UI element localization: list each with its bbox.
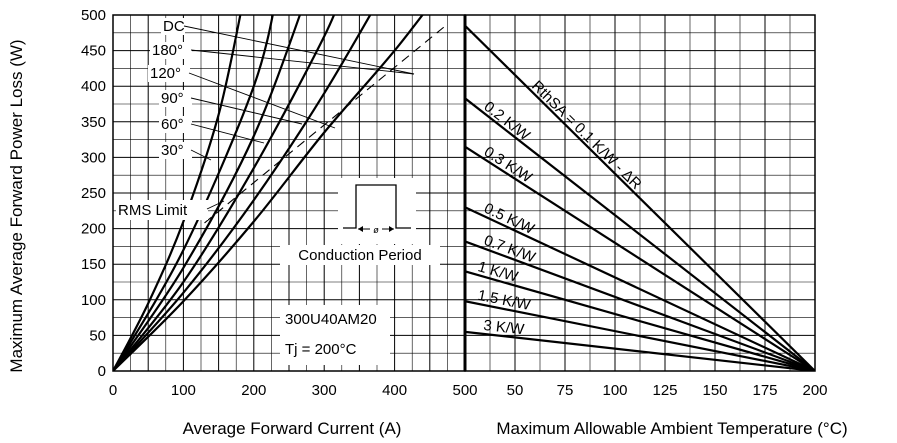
curve-label-5: 30° [161,142,184,159]
curve-label-bg [150,42,192,59]
y-tick-label: 250 [81,185,106,202]
y-tick-label: 300 [81,149,106,166]
right-x-tick-label: 100 [602,382,627,399]
curve-label-2: 120° [150,65,181,82]
curve-label-3: 90° [161,90,184,107]
left-x-tick-label: 400 [382,382,407,399]
right-x-tick-label: 175 [752,382,777,399]
right-x-axis-title: Maximum Allowable Ambient Temperature (°… [496,419,847,438]
junction-temperature: Tj = 200°C [285,341,357,358]
right-x-tick-label: 200 [802,382,827,399]
conduction-angle-symbol: ø [373,225,379,235]
line-0-3-k-w [465,145,815,371]
rms-label-leader [206,200,225,210]
conduction-period-label: Conduction Period [298,247,421,264]
line-label-rthsa-0-1-k-w-r: RthSA = 0.1 K/W - ΔR [528,78,645,194]
line-0-7-k-w [465,240,815,371]
curve-label-bg [159,142,192,159]
curve-180 [113,15,372,371]
y-tick-label: 200 [81,221,106,238]
curve-label-1: 180° [152,42,183,59]
curve-60 [113,15,274,371]
curve-90 [113,15,302,371]
left-x-axis-title: Average Forward Current (A) [183,419,402,438]
y-tick-label: 50 [89,327,106,344]
curve-label-bg [159,90,192,107]
y-tick-label: 150 [81,256,106,273]
curve-label-bg [161,18,185,35]
left-x-tick-label: 300 [312,382,337,399]
y-tick-label: 0 [98,363,106,380]
y-tick-label: 350 [81,114,106,131]
y-tick-label: 400 [81,78,106,95]
line-1-k-w [465,270,815,371]
y-tick-label: 500 [81,7,106,24]
right-x-tick-label: 75 [557,382,574,399]
line-1-5-k-w [465,300,815,371]
line-3-k-w [465,330,815,371]
y-axis-title: Maximum Average Forward Power Loss (W) [7,39,26,372]
tick-labels: 0 50 100 150 200 250 300 350 400 450 500 0 100 200 300… [81,7,828,399]
curve-label-0: DC [163,18,185,35]
line-0-2-k-w [465,97,815,371]
right-x-tick-label: 150 [702,382,727,399]
curve-label-leader [190,149,212,161]
left-x-tick-label: 0 [109,382,117,399]
curve-label-leader [183,25,415,75]
line-label-0-3-k-w: 0.3 K/W [481,143,536,187]
rms-limit-line [204,26,445,224]
phi-bg [370,223,382,235]
curve-label-bg [159,116,192,133]
left-x-tick-label: 500 [452,382,477,399]
curve-label-leader [190,123,265,144]
part-info-bg [280,305,390,365]
y-tick-label: 450 [81,43,106,60]
left-x-tick-label: 200 [241,382,266,399]
conduction-pulse-waveform [343,184,411,229]
right-grid [464,14,816,372]
rms-limit-label: RMS Limit [118,202,188,219]
curve-label-leader [188,72,336,129]
curve-dc [113,15,424,371]
right-x-tick-label: 50 [507,382,524,399]
curve-120 [113,15,336,371]
line-0-5-k-w [465,206,815,371]
line-label-3-k-w: 3 K/W [483,317,526,339]
y-tick-label: 100 [81,292,106,309]
right-x-tick-label: 125 [652,382,677,399]
left-x-tick-label: 100 [171,382,196,399]
rms-label-bg [116,200,208,220]
curve-label-leader [190,97,303,125]
inset-label-bg [280,245,440,265]
right-curves [465,24,815,371]
curve-label-4: 60° [161,116,184,133]
part-number: 300U40AM20 [285,311,377,328]
line-rthsa-0-1-k-w-r [465,24,815,371]
curve-label-bg [148,65,190,82]
curve-label-leader [190,49,415,75]
plot-frames [112,14,816,372]
